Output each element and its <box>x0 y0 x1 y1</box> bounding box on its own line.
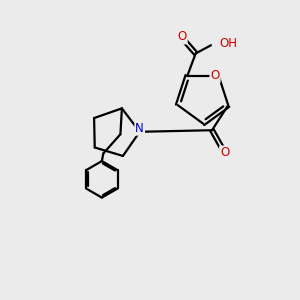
Text: O: O <box>220 146 229 159</box>
Text: O: O <box>178 31 187 44</box>
Text: OH: OH <box>220 37 238 50</box>
Text: O: O <box>210 69 220 82</box>
Text: N: N <box>135 122 144 135</box>
